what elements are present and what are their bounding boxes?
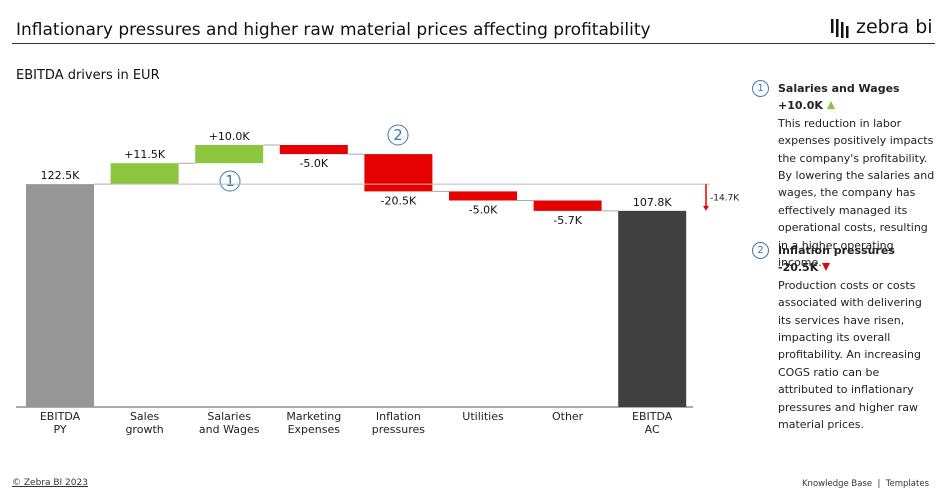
- category-label: Inflation pressures: [371, 410, 426, 436]
- category-label: Other: [551, 410, 584, 423]
- note: 1 Salaries and Wages +10.0K This reduction…: [752, 80, 937, 271]
- note-number: 1: [752, 80, 769, 97]
- marker-label: 1: [225, 172, 235, 190]
- direction-icon: [822, 263, 831, 272]
- bar: [110, 163, 179, 185]
- logo: zebra bi: [856, 16, 933, 38]
- value-label: -5.7K: [553, 214, 582, 227]
- category-label: Marketing Expenses: [286, 410, 342, 436]
- footer-links: Knowledge Base | Templates: [801, 479, 929, 489]
- value-label: -20.5K: [381, 194, 417, 207]
- note-title-text: Inflation pressures -20.5K: [778, 244, 895, 275]
- bar: [449, 191, 517, 201]
- logo-icon: [831, 19, 849, 38]
- copyright[interactable]: © Zebra BI 2023: [12, 478, 88, 488]
- category-label: EBITDA AC: [632, 410, 673, 436]
- value-label: +11.5K: [124, 148, 166, 161]
- bar: [618, 210, 687, 407]
- value-label: 107.8K: [633, 196, 672, 209]
- note-title: Inflation pressures -20.5K: [778, 242, 937, 277]
- bar: [26, 184, 94, 407]
- note-title-text: Salaries and Wages +10.0K: [778, 82, 900, 113]
- bar: [195, 145, 264, 164]
- bar: [364, 154, 433, 192]
- category-label: Sales growth: [125, 410, 164, 436]
- subtitle: EBITDA drivers in EUR: [16, 68, 160, 83]
- difference-arrowhead: [703, 205, 709, 211]
- value-label: -5.0K: [469, 203, 498, 216]
- note-number: 2: [752, 242, 769, 259]
- bar: [279, 145, 348, 155]
- note-text: This reduction in labor expenses positiv…: [778, 116, 935, 270]
- link[interactable]: Templates: [885, 479, 929, 489]
- chart: 1 2 122.5K +11.5K +10.0K -5.0K -20.5K -5.0K -5.7…: [16, 124, 740, 408]
- note-body: Salaries and Wages +10.0K This reduction …: [778, 80, 937, 271]
- difference-label: -14.7K: [710, 193, 740, 203]
- direction-icon: [826, 101, 835, 110]
- note-text: Production costs or costs associated wit…: [778, 278, 922, 432]
- header-rule: [12, 43, 935, 44]
- marker-circle: [387, 124, 409, 146]
- note: 2 Inflation pressures -20.5K Production co…: [752, 242, 937, 433]
- marker-circle: [219, 170, 241, 192]
- value-label: 122.5K: [41, 169, 80, 182]
- value-label: +10.0K: [209, 130, 251, 143]
- bar: [533, 200, 602, 211]
- category-label: Utilities: [462, 410, 504, 423]
- title: Inflationary pressures and higher raw ma…: [16, 20, 651, 40]
- note-title: Salaries and Wages +10.0K: [778, 80, 937, 115]
- category-label: EBITDA PY: [39, 410, 81, 436]
- note-body: Inflation pressures -20.5K Production cos…: [778, 242, 937, 433]
- marker-label: 2: [393, 126, 403, 144]
- link[interactable]: Knowledge Base: [801, 479, 873, 489]
- category-label: Salaries and Wages: [198, 410, 260, 436]
- value-label: -5.0K: [299, 157, 328, 170]
